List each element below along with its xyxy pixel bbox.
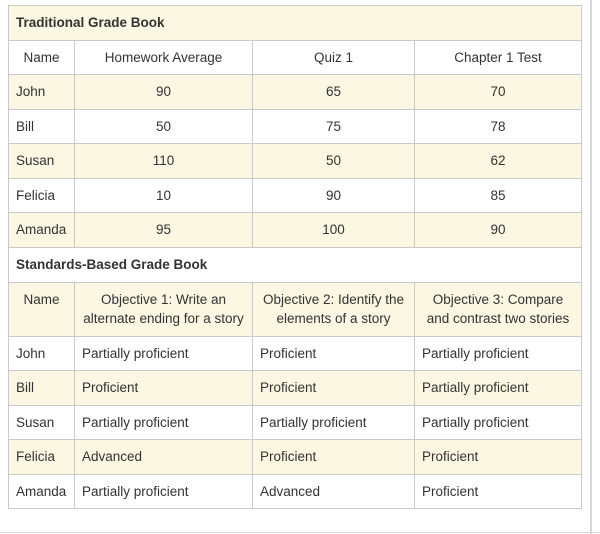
student-name-cell: Susan bbox=[8, 404, 75, 441]
column-header-objective-3: Objective 3: Compare and contrast two st… bbox=[413, 281, 583, 337]
proficiency-cell: Partially proficient bbox=[74, 404, 253, 441]
proficiency-cell: Proficient bbox=[74, 370, 253, 406]
section-title: Standards-Based Grade Book bbox=[7, 246, 583, 283]
score-cell: 90 bbox=[252, 177, 415, 214]
standards-title-row: Standards-Based Grade Book bbox=[7, 246, 583, 283]
column-header-homework: Homework Average bbox=[74, 39, 253, 76]
score-cell: 78 bbox=[413, 108, 583, 145]
proficiency-cell: Proficient bbox=[252, 335, 415, 372]
table-row: John 90 65 70 bbox=[8, 74, 583, 110]
score-cell: 95 bbox=[74, 212, 253, 248]
proficiency-cell: Partially proficient bbox=[413, 404, 583, 441]
score-cell: 10 bbox=[74, 177, 253, 214]
score-cell: 70 bbox=[413, 74, 583, 110]
proficiency-cell: Partially proficient bbox=[252, 404, 415, 441]
column-header-objective-2: Objective 2: Identify the elements of a … bbox=[252, 281, 415, 337]
proficiency-cell: Partially proficient bbox=[74, 335, 253, 372]
proficiency-cell: Partially proficient bbox=[413, 335, 583, 372]
proficiency-cell: Partially proficient bbox=[74, 473, 253, 510]
student-name-cell: Felicia bbox=[8, 439, 75, 475]
table-row: Amanda 95 100 90 bbox=[8, 212, 583, 248]
score-cell: 110 bbox=[74, 143, 253, 179]
column-header-quiz: Quiz 1 bbox=[252, 39, 415, 76]
student-name-cell: Amanda bbox=[8, 212, 75, 248]
student-name-cell: Amanda bbox=[8, 473, 75, 510]
column-header-name: Name bbox=[8, 281, 75, 337]
score-cell: 90 bbox=[74, 74, 253, 110]
traditional-header-row: Name Homework Average Quiz 1 Chapter 1 T… bbox=[8, 39, 583, 76]
column-header-objective-1: Objective 1: Write an alternate ending f… bbox=[74, 281, 253, 337]
score-cell: 75 bbox=[252, 108, 415, 145]
proficiency-cell: Proficient bbox=[413, 439, 583, 475]
table-row: Felicia Advanced Proficient Proficient bbox=[8, 439, 583, 475]
column-header-name: Name bbox=[8, 39, 75, 76]
table-row: Bill 50 75 78 bbox=[8, 108, 583, 145]
score-cell: 65 bbox=[252, 74, 415, 110]
score-cell: 50 bbox=[74, 108, 253, 145]
table-row: John Partially proficient Proficient Par… bbox=[8, 335, 583, 372]
student-name-cell: Felicia bbox=[8, 177, 75, 214]
column-header-test: Chapter 1 Test bbox=[413, 39, 583, 76]
proficiency-cell: Partially proficient bbox=[413, 370, 583, 406]
section-title: Traditional Grade Book bbox=[7, 5, 583, 41]
student-name-cell: John bbox=[8, 74, 75, 110]
content-right-border bbox=[590, 0, 592, 534]
score-cell: 85 bbox=[413, 177, 583, 214]
proficiency-cell: Proficient bbox=[252, 439, 415, 475]
score-cell: 62 bbox=[413, 143, 583, 179]
proficiency-cell: Advanced bbox=[74, 439, 253, 475]
content-bottom-border bbox=[0, 532, 600, 533]
table-row: Susan Partially proficient Partially pro… bbox=[8, 404, 583, 441]
score-cell: 50 bbox=[252, 143, 415, 179]
standards-header-row: Name Objective 1: Write an alternate end… bbox=[8, 281, 583, 337]
student-name-cell: Bill bbox=[8, 108, 75, 145]
student-name-cell: Bill bbox=[8, 370, 75, 406]
grade-book-table: Traditional Grade Book Name Homework Ave… bbox=[7, 5, 583, 510]
student-name-cell: Susan bbox=[8, 143, 75, 179]
score-cell: 100 bbox=[252, 212, 415, 248]
score-cell: 90 bbox=[413, 212, 583, 248]
proficiency-cell: Advanced bbox=[252, 473, 415, 510]
table-row: Amanda Partially proficient Advanced Pro… bbox=[8, 473, 583, 510]
proficiency-cell: Proficient bbox=[252, 370, 415, 406]
table-row: Felicia 10 90 85 bbox=[8, 177, 583, 214]
student-name-cell: John bbox=[8, 335, 75, 372]
proficiency-cell: Proficient bbox=[413, 473, 583, 510]
table-row: Susan 110 50 62 bbox=[8, 143, 583, 179]
table-row: Bill Proficient Proficient Partially pro… bbox=[8, 370, 583, 406]
traditional-title-row: Traditional Grade Book bbox=[7, 5, 583, 41]
